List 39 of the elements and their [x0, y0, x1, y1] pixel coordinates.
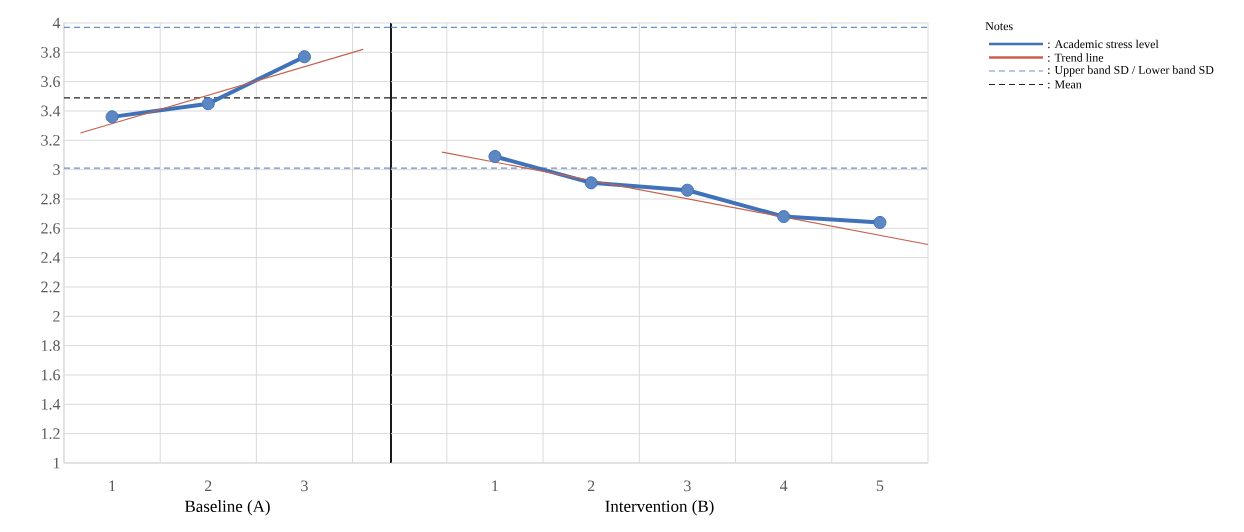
y-tick-label: 3.2 — [41, 134, 60, 146]
x-axis-title: Baseline (A) — [184, 500, 270, 516]
y-tick-label: 3 — [53, 164, 60, 176]
y-tick-label: 3.6 — [41, 76, 61, 88]
point — [777, 210, 791, 224]
x-tick-label: 1 — [492, 480, 498, 492]
x-axis-title: Intervention (B) — [605, 500, 714, 516]
y-tick-label: 2.4 — [41, 252, 61, 264]
point — [297, 50, 311, 64]
x-tick-label: 2 — [204, 480, 212, 492]
x-tick-label: 1 — [109, 480, 116, 492]
x-tick-label: 5 — [876, 480, 884, 492]
legend-label: : Academic stress level — [1048, 39, 1159, 49]
point — [201, 97, 215, 111]
y-tick-label: 4 — [52, 17, 61, 29]
y-tick-label: 1.8 — [41, 340, 60, 352]
x-tick-label: 4 — [779, 480, 788, 492]
y-tick-label: 3.8 — [41, 46, 60, 58]
point — [680, 183, 694, 197]
y-tick-label: 1.6 — [41, 369, 61, 381]
y-tick-label: 3.4 — [41, 105, 61, 117]
point — [488, 149, 502, 163]
y-tick-label: 2.8 — [41, 193, 60, 205]
point — [105, 110, 119, 124]
x-tick-label: 3 — [301, 480, 308, 492]
x-tick-label: 2 — [587, 480, 595, 492]
point — [873, 215, 887, 229]
legend-label: : Upper band SD / Lower band SD — [1048, 65, 1214, 77]
legend-title: Notes — [985, 22, 1013, 31]
y-tick-label: 2.2 — [41, 281, 60, 293]
legend-label: : Trend line — [1048, 53, 1104, 62]
legend-label: : Mean — [1048, 80, 1082, 89]
y-tick-label: 1 — [53, 457, 60, 469]
y-tick-label: 1.2 — [41, 428, 60, 440]
point — [584, 176, 598, 190]
y-tick-label: 2.6 — [41, 222, 61, 234]
y-tick-label: 1.4 — [41, 398, 61, 410]
x-tick-label: 3 — [684, 480, 691, 492]
y-tick-label: 2 — [53, 311, 60, 322]
